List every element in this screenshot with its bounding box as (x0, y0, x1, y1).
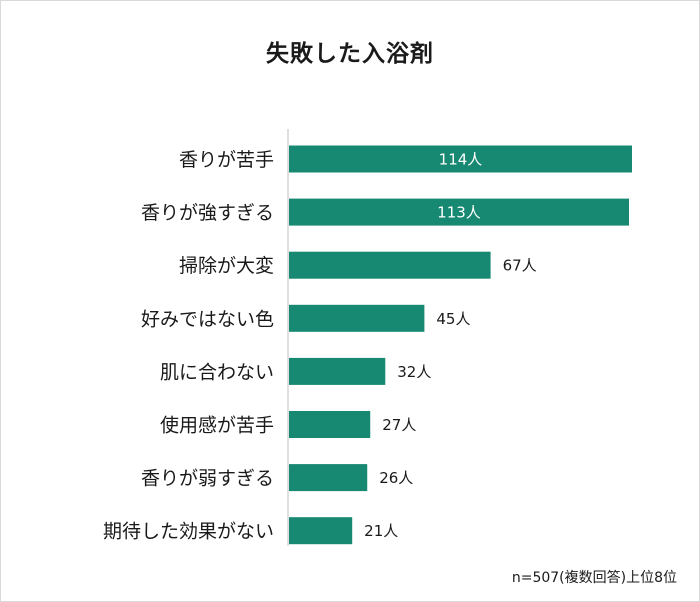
value-label: 113人 (437, 204, 481, 222)
sample-size-note: n=507(複数回答)上位8位 (511, 570, 677, 586)
value-label: 27人 (382, 416, 416, 434)
value-label: 21人 (364, 522, 398, 540)
bar (289, 304, 425, 332)
value-label: 45人 (436, 310, 470, 328)
chart-title: 失敗した入浴剤 (266, 41, 434, 67)
category-label: 香りが苦手 (179, 149, 274, 171)
category-label: 使用感が苦手 (160, 415, 274, 437)
bar (289, 517, 353, 545)
category-label: 香りが弱すぎる (141, 468, 274, 490)
value-label: 114人 (439, 151, 483, 169)
bar (289, 251, 491, 279)
bar (289, 357, 386, 385)
category-label: 香りが強すぎる (141, 202, 274, 224)
bar (289, 411, 371, 438)
bar (289, 464, 368, 492)
value-label: 67人 (503, 257, 537, 275)
bar (289, 198, 629, 226)
bar (289, 145, 632, 173)
value-label: 32人 (397, 363, 431, 381)
category-label: 肌に合わない (160, 361, 274, 383)
category-label: 掃除が大変 (179, 255, 274, 277)
value-label: 26人 (379, 469, 413, 487)
category-label: 好みではない色 (141, 308, 274, 330)
category-label: 期待した効果がない (103, 521, 274, 543)
